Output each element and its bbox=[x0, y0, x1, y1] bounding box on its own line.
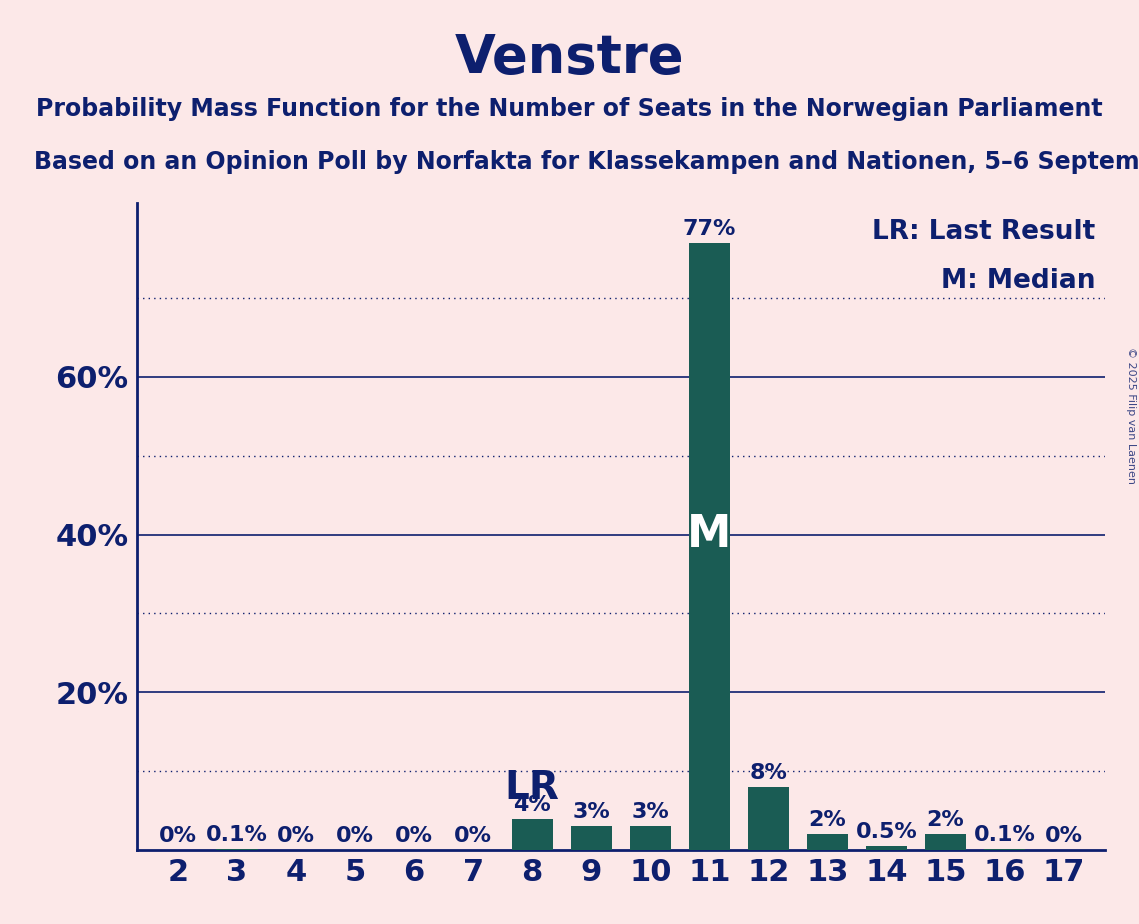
Text: 0%: 0% bbox=[336, 826, 374, 846]
Bar bbox=[689, 243, 730, 850]
Text: Venstre: Venstre bbox=[454, 32, 685, 84]
Bar bbox=[747, 787, 789, 850]
Text: M: Median: M: Median bbox=[941, 268, 1095, 294]
Text: LR: LR bbox=[505, 769, 559, 807]
Text: 0%: 0% bbox=[454, 826, 492, 846]
Text: Probability Mass Function for the Number of Seats in the Norwegian Parliament: Probability Mass Function for the Number… bbox=[36, 97, 1103, 121]
Bar bbox=[630, 826, 671, 850]
Text: 0%: 0% bbox=[1044, 826, 1082, 846]
Text: 0%: 0% bbox=[395, 826, 433, 846]
Text: 77%: 77% bbox=[682, 219, 736, 238]
Bar bbox=[866, 846, 907, 850]
Bar bbox=[925, 834, 966, 850]
Text: 4%: 4% bbox=[514, 795, 551, 815]
Bar bbox=[571, 826, 612, 850]
Text: 0%: 0% bbox=[277, 826, 316, 846]
Text: 3%: 3% bbox=[631, 802, 669, 822]
Text: LR: Last Result: LR: Last Result bbox=[871, 220, 1095, 246]
Text: M: M bbox=[687, 513, 731, 556]
Bar bbox=[806, 834, 849, 850]
Text: 0.1%: 0.1% bbox=[206, 825, 268, 845]
Text: 0.1%: 0.1% bbox=[974, 825, 1035, 845]
Text: 0%: 0% bbox=[159, 826, 197, 846]
Text: 3%: 3% bbox=[573, 802, 611, 822]
Text: Based on an Opinion Poll by Norfakta for Klassekampen and Nationen, 5–6 Septembe: Based on an Opinion Poll by Norfakta for… bbox=[34, 150, 1139, 174]
Text: © 2025 Filip van Laenen: © 2025 Filip van Laenen bbox=[1126, 347, 1136, 484]
Text: 2%: 2% bbox=[809, 810, 846, 831]
Text: 2%: 2% bbox=[926, 810, 965, 831]
Text: 8%: 8% bbox=[749, 763, 787, 783]
Bar bbox=[511, 819, 552, 850]
Text: 0.5%: 0.5% bbox=[855, 822, 917, 842]
